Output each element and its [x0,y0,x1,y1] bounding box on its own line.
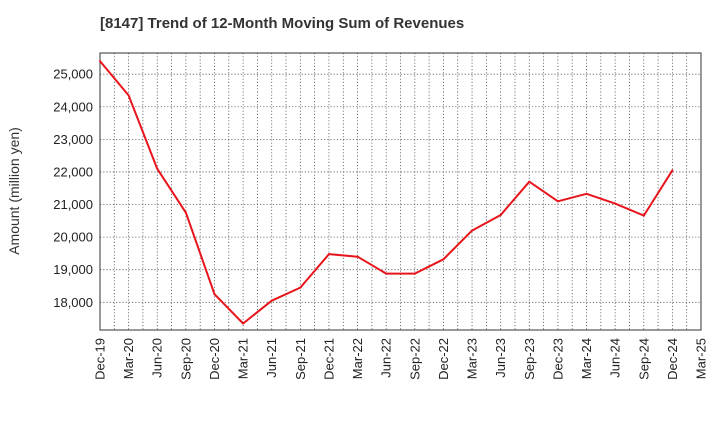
data-point [442,258,445,261]
data-point [671,169,674,172]
data-point [614,202,617,205]
data-point [270,299,273,302]
plot-area-frame [99,52,702,331]
chart-title: [8147] Trend of 12-Month Moving Sum of R… [100,15,465,32]
data-point [642,214,645,217]
data-point [471,229,474,232]
y-axis-ticks: 18,000 19,000 20,000 21,000 22,000 23,000 24,0… [53,67,93,310]
y-tick-label: 22,000 [53,164,93,179]
x-tick-label: Mar-24 [579,338,594,379]
x-tick-label: Jun-21 [264,338,279,378]
x-tick-label: Mar-22 [350,338,365,379]
data-point [356,255,359,258]
y-tick-label: 19,000 [53,262,93,277]
x-tick-label: Sep-22 [407,338,422,380]
y-tick-label: 20,000 [53,230,93,245]
x-tick-label: Dec-24 [665,338,680,380]
x-axis-ticks: Dec-19 Mar-20 Jun-20 Sep-20 Dec-20 Mar-21 Jun-… [93,338,709,380]
data-point [184,211,187,214]
y-axis-label: Amount (million yen) [6,127,22,255]
data-point [156,167,159,170]
x-tick-label: Sep-24 [636,338,651,380]
x-tick-label: Sep-23 [522,338,537,380]
data-point [499,213,502,216]
x-tick-label: Jun-23 [493,338,508,378]
x-tick-label: Dec-19 [93,338,108,380]
x-tick-label: Dec-23 [550,338,565,380]
x-tick-label: Dec-22 [436,338,451,380]
x-tick-label: Jun-22 [379,338,394,378]
data-point [242,322,245,325]
data-point [99,60,101,63]
data-point [585,192,588,195]
series-layer [99,60,674,325]
data-point [327,253,330,256]
x-tick-label: Mar-25 [694,338,709,379]
grid-lines [100,53,701,330]
x-tick-label: Jun-20 [150,338,165,378]
data-point [385,272,388,275]
data-point [299,286,302,289]
data-point [528,180,531,183]
y-tick-label: 23,000 [53,132,93,147]
data-point [127,94,130,97]
y-tick-label: 24,000 [53,99,93,114]
y-tick-label: 21,000 [53,197,93,212]
x-tick-label: Sep-21 [293,338,308,380]
data-point [556,200,559,203]
x-tick-label: Jun-24 [608,338,623,378]
x-tick-label: Mar-23 [465,338,480,379]
x-tick-label: Mar-21 [236,338,251,379]
y-tick-label: 18,000 [53,295,93,310]
data-point [413,272,416,275]
x-tick-label: Dec-20 [207,338,222,380]
x-tick-label: Dec-21 [321,338,336,380]
x-tick-label: Sep-20 [178,338,193,380]
y-tick-label: 25,000 [53,67,93,82]
data-point [213,293,216,296]
x-tick-label: Mar-20 [121,338,136,379]
